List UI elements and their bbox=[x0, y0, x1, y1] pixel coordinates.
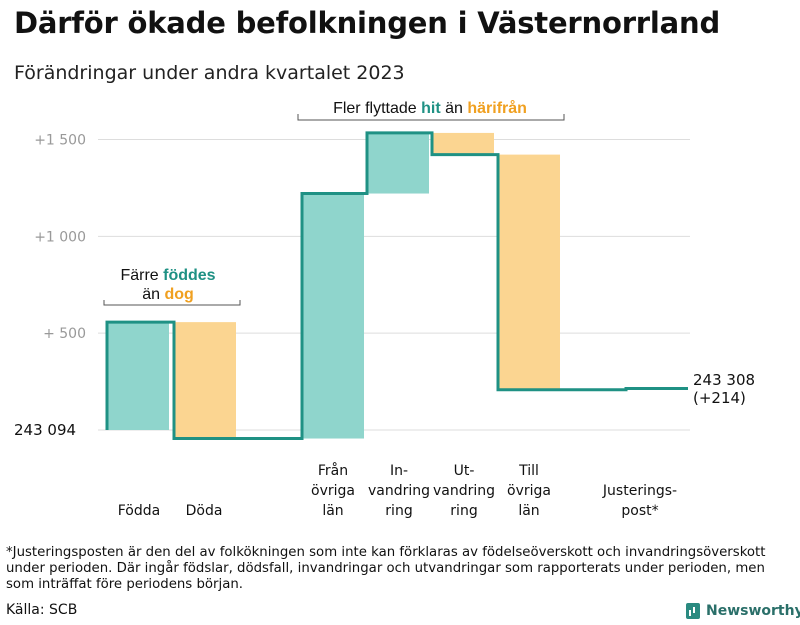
bar-till_ovriga_lan bbox=[498, 154, 560, 390]
end-change-label: (+214) bbox=[693, 389, 746, 407]
y-tick-label-0: + 500 bbox=[43, 326, 86, 342]
annotation-birth-bracket bbox=[103, 300, 241, 306]
category-label-doda: Döda bbox=[186, 503, 223, 519]
chart-subtitle: Förändringar under andra kvartalet 2023 bbox=[14, 62, 405, 84]
brand-logo: Newsworthy bbox=[686, 603, 800, 619]
category-label-fran_ovriga_lan: Från övriga län bbox=[311, 462, 355, 519]
chart-title: Därför ökade befolkningen i Västernorrla… bbox=[14, 6, 721, 40]
category-label-fodda: Födda bbox=[118, 503, 160, 519]
bar-fodda bbox=[107, 322, 169, 430]
category-label-till_ovriga_lan: Till övriga län bbox=[507, 463, 551, 519]
end-value-label: 243 308 bbox=[693, 371, 755, 389]
annotation-birth-line1: Färre föddes bbox=[120, 267, 215, 284]
waterfall-chart: + 500 +1 000 +1 500 243 094 243 308(+214) Föd… bbox=[14, 99, 755, 519]
bar-doda bbox=[174, 322, 236, 439]
annotation-migration-bracket bbox=[297, 114, 565, 121]
newsworthy-logo-icon bbox=[686, 603, 700, 619]
start-value-label: 243 094 bbox=[14, 421, 76, 439]
bar-fran_ovriga_lan bbox=[302, 193, 364, 439]
source-label: Källa: SCB bbox=[6, 602, 78, 618]
footnote: *Justeringsposten är den del av folkökni… bbox=[6, 545, 766, 592]
y-tick-label-2: +1 500 bbox=[34, 133, 86, 149]
annotation-birth-line2: än dog bbox=[142, 286, 194, 303]
bar-invandring bbox=[367, 132, 429, 194]
category-label-justeringspost: Justerings-post* bbox=[602, 483, 677, 519]
category-label-utvandring: Ut-vandring ring bbox=[433, 463, 495, 519]
bar-utvandring bbox=[432, 132, 494, 155]
brand-name: Newsworthy bbox=[706, 603, 800, 619]
cumulative-step-line bbox=[105, 131, 688, 441]
category-label-invandring: In-vandring ring bbox=[368, 463, 430, 519]
y-tick-label-1: +1 000 bbox=[34, 229, 86, 245]
annotation-migration: Fler flyttade hit än härifrån bbox=[333, 99, 527, 117]
